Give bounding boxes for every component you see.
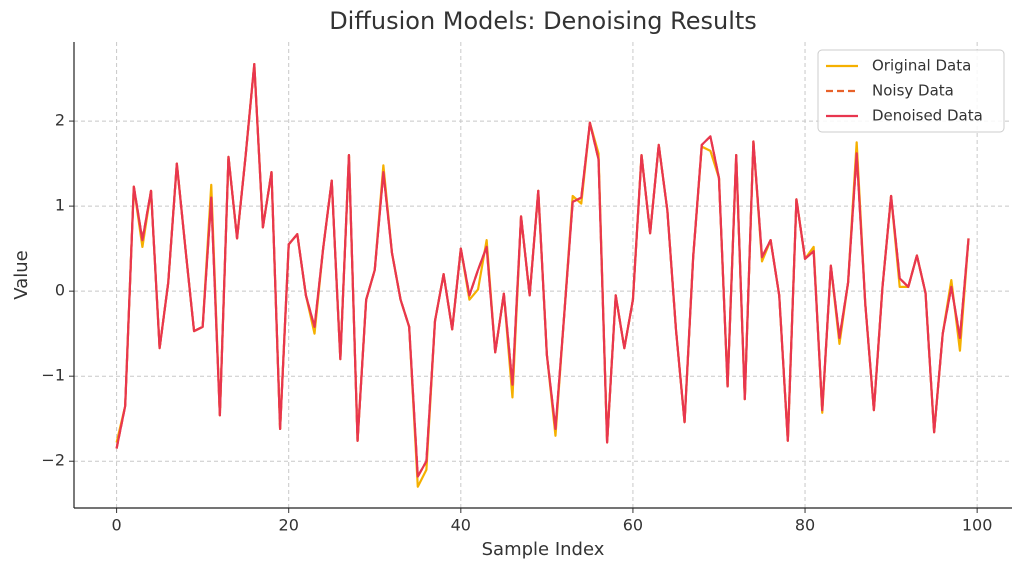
x-tick-label: 40 <box>451 516 471 535</box>
x-tick-label: 80 <box>795 516 815 535</box>
x-tick-label: 20 <box>279 516 299 535</box>
y-axis-label: Value <box>11 250 32 299</box>
y-tick-label: 0 <box>55 281 65 300</box>
legend-label: Noisy Data <box>872 82 954 100</box>
legend-box <box>817 49 1005 133</box>
legend-label: Original Data <box>872 57 971 75</box>
x-tick-label: 60 <box>623 516 643 535</box>
x-axis-label: Sample Index <box>482 539 605 560</box>
data-line <box>115 63 970 478</box>
y-tick-label: 1 <box>55 196 65 215</box>
y-tick-label: 2 <box>55 111 65 130</box>
y-tick-label: −2 <box>41 451 65 470</box>
legend: Original Data Noisy Data Denoised Data <box>817 49 1005 133</box>
y-tick-label: −1 <box>41 366 65 385</box>
x-tick-label: 0 <box>112 516 122 535</box>
x-tick-label: 100 <box>962 516 993 535</box>
chart-title: Diffusion Models: Denoising Results <box>329 7 757 35</box>
legend-label: Denoised Data <box>872 107 983 125</box>
